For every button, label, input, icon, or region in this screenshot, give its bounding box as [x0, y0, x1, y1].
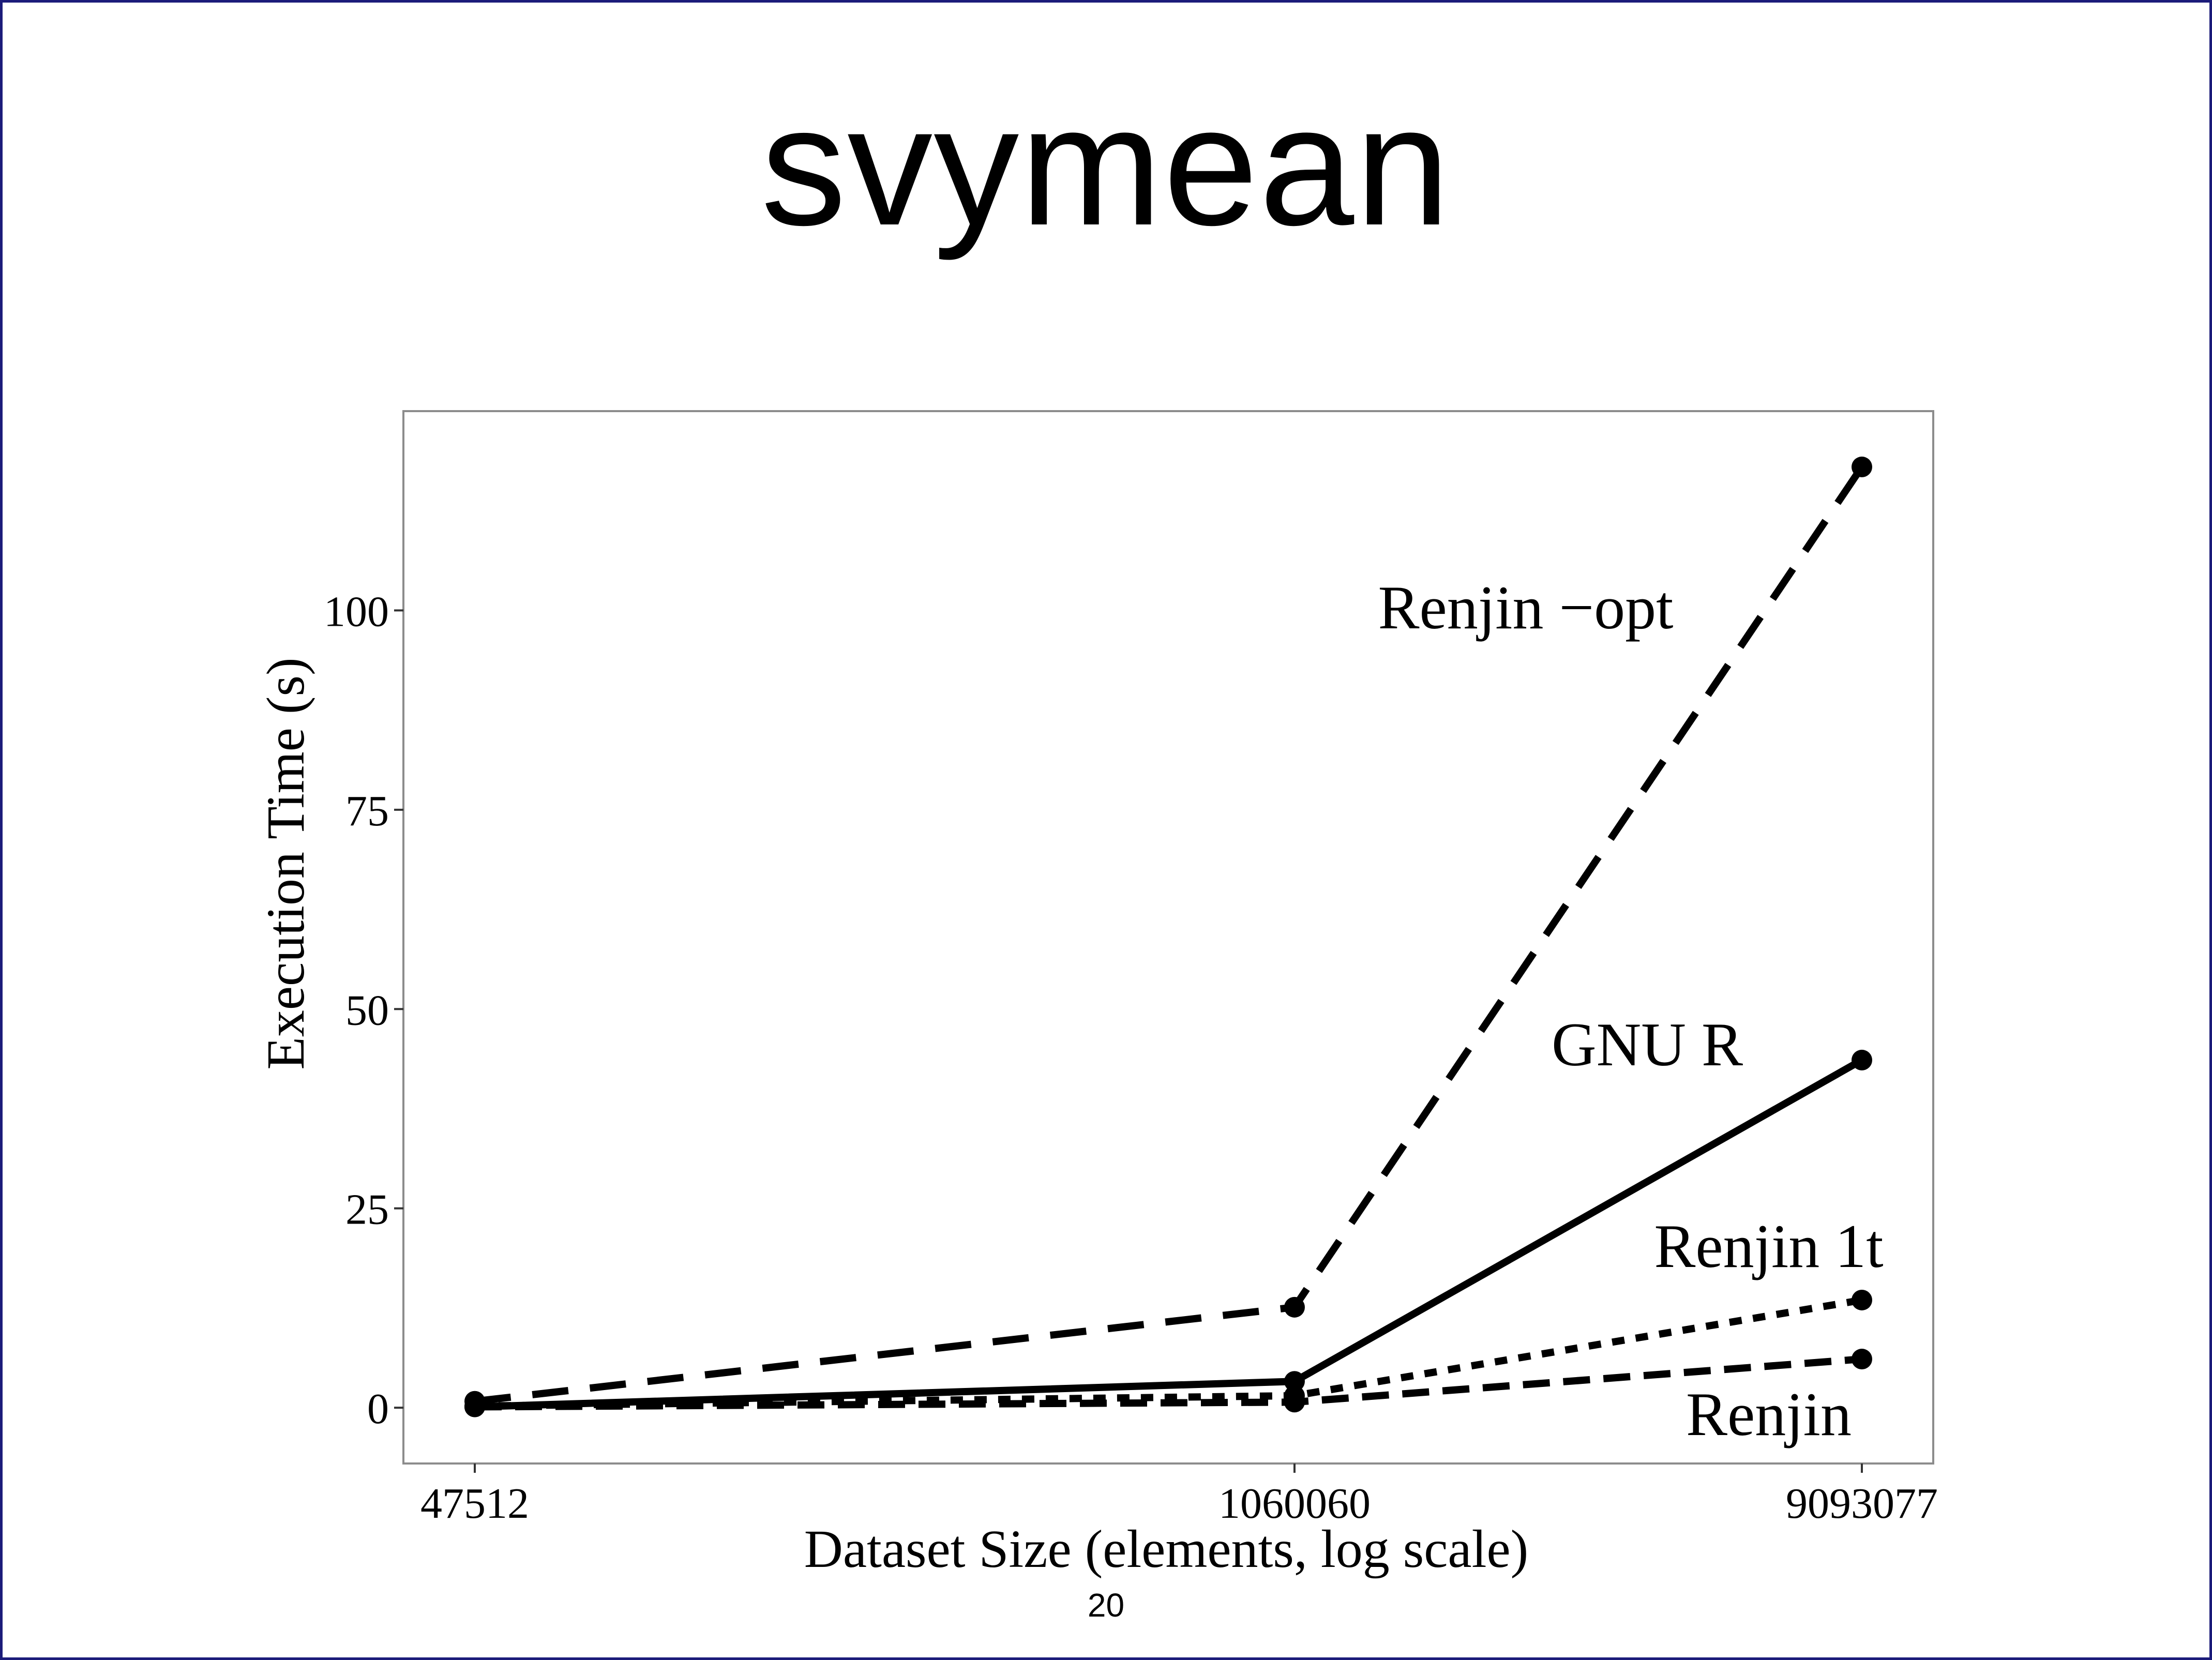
- data-point: [1284, 1296, 1305, 1318]
- data-point: [1852, 1289, 1872, 1310]
- y-axis: 0 25 50 75 100: [324, 587, 403, 1433]
- x-axis: 47512 1060060 9093077: [420, 1463, 1938, 1528]
- series-label: GNU R: [1552, 1010, 1743, 1079]
- data-point: [1852, 456, 1872, 477]
- series-labels: Renjin −opt GNU R Renjin 1t Renjin: [1378, 573, 1884, 1448]
- data-point: [1852, 1349, 1872, 1370]
- data-point: [464, 1396, 485, 1417]
- y-tick-label: 25: [345, 1186, 389, 1234]
- y-axis-label: Execution Time (s): [256, 657, 315, 1069]
- page-number: 20: [1087, 1587, 1125, 1624]
- y-tick-label: 100: [324, 587, 389, 636]
- data-point: [1284, 1392, 1305, 1413]
- data-point: [1284, 1371, 1305, 1392]
- y-tick-label: 50: [345, 986, 389, 1034]
- series-line: [474, 1296, 1863, 1410]
- y-tick-label: 75: [345, 787, 389, 835]
- series-label: Renjin 1t: [1654, 1212, 1883, 1280]
- slide-title: svymean: [761, 70, 1451, 261]
- x-tick-label: 47512: [420, 1480, 529, 1528]
- x-axis-label: Dataset Size (elements, log scale): [804, 1519, 1529, 1579]
- data-point: [1852, 1049, 1872, 1070]
- series-label: Renjin: [1686, 1380, 1852, 1448]
- series-label: Renjin −opt: [1378, 573, 1674, 642]
- chart: 0 25 50 75 100 47512 1060060 9093077 Renjin −o…: [256, 410, 1938, 1579]
- x-tick-label: 1060060: [1218, 1480, 1371, 1528]
- x-tick-label: 9093077: [1786, 1480, 1938, 1528]
- plot-frame: [402, 410, 1934, 1465]
- y-tick-label: 0: [367, 1385, 389, 1433]
- series-layer: [464, 456, 1872, 1417]
